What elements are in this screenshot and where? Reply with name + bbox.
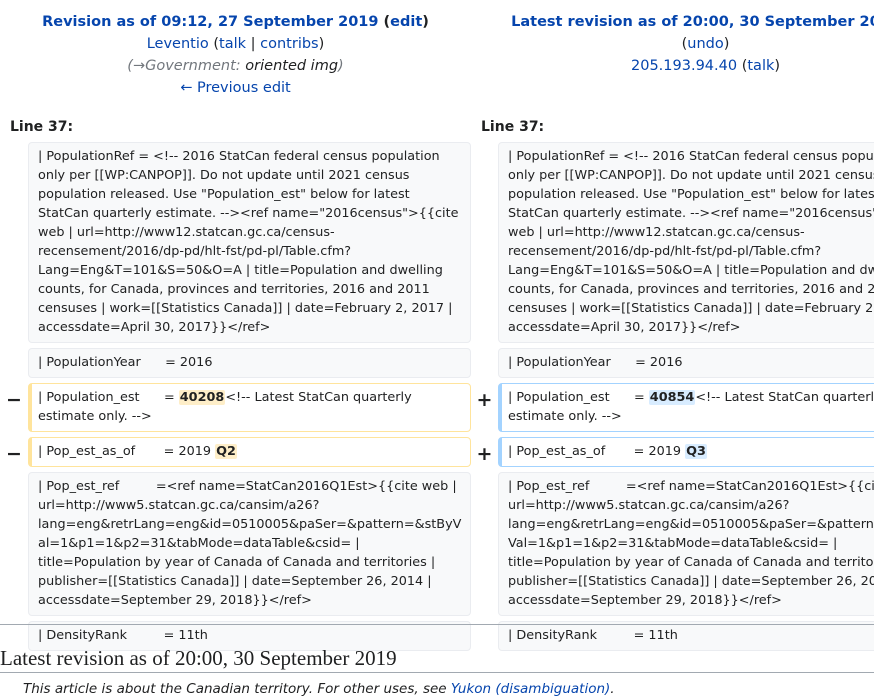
revision-heading: Latest revision as of 20:00, 30 Septembe… <box>0 645 874 673</box>
diff-table: Revision as of 09:12, 27 September 2019 … <box>0 5 874 651</box>
text: ) <box>318 36 325 52</box>
summary-line: (→Government: oriented img) <box>1 55 470 77</box>
line-number-row: Line 37: Line 37: <box>0 105 874 137</box>
line-number: Line 37: <box>481 119 545 135</box>
diff-row: | DensityRank = 11th | DensityRank = 11th <box>0 621 874 651</box>
text: | DensityRank = 11th <box>38 628 208 643</box>
context-line: | PopulationRef = <!-- 2016 StatCan fede… <box>498 142 874 343</box>
diff-marker <box>471 472 498 616</box>
context-line: | DensityRank = 11th <box>498 621 874 651</box>
text: . <box>610 681 615 697</box>
diff-row: | PopulationYear = 2016 | PopulationYear … <box>0 348 874 378</box>
title-line: Revision as of 09:12, 27 September 2019 … <box>1 11 470 33</box>
undo-line: (undo) <box>472 33 874 55</box>
changed-text: Q2 <box>215 444 237 459</box>
diff-body: Revision as of 09:12, 27 September 2019 … <box>0 5 874 651</box>
link[interactable]: Yukon (disambiguation) <box>450 681 611 697</box>
text: | Pop_est_ref =<ref name=StatCan2016Q1Es… <box>508 479 874 608</box>
text: <!-- Latest StatCan quarterly estimate o… <box>508 390 874 424</box>
user-line: 205.193.94.40 (talk) <box>472 55 874 77</box>
context-line: | Pop_est_ref =<ref name=StatCan2016Q1Es… <box>28 472 472 616</box>
text: ( <box>208 36 220 52</box>
diff-marker: + <box>476 443 493 465</box>
text: ( <box>737 58 748 74</box>
text: ) <box>422 14 429 30</box>
text: (→Government: <box>127 58 241 74</box>
line-number: Line 37: <box>10 119 74 135</box>
diff-marker <box>0 142 28 343</box>
text: | Population_est = <box>38 390 179 405</box>
diff-row: | PopulationRef = <!-- 2016 StatCan fede… <box>0 142 874 343</box>
context-line: | PopulationRef = <!-- 2016 StatCan fede… <box>28 142 472 343</box>
link[interactable]: ← Previous edit <box>180 80 291 96</box>
old-revision-header: Revision as of 09:12, 27 September 2019 … <box>0 5 471 100</box>
diff-marker <box>0 348 28 378</box>
diff-marker: − <box>6 443 22 465</box>
context-line: | PopulationYear = 2016 <box>498 348 874 378</box>
title-line: Latest revision as of 20:00, 30 Septembe… <box>472 11 874 33</box>
diff-row: − | Population_est = 40208<!-- Latest Sta… <box>0 383 874 432</box>
diff-header-row: Revision as of 09:12, 27 September 2019 … <box>0 5 874 100</box>
hatnote: This article is about the Canadian terri… <box>23 680 615 698</box>
link[interactable]: 205.193.94.40 <box>631 58 738 74</box>
changed-text: 40854 <box>648 390 696 405</box>
deleted-line: | Pop_est_as_of = 2019 Q2 <box>28 437 472 467</box>
context-line: | Pop_est_ref =<ref name=StatCan2016Q1Es… <box>498 472 874 616</box>
diff-marker <box>471 142 498 343</box>
link[interactable]: Revision as of 09:12, 27 September 2019 <box>42 14 379 30</box>
link[interactable]: talk <box>219 36 247 52</box>
link[interactable]: undo <box>687 36 724 52</box>
diff-row: − | Pop_est_as_of = 2019 Q2 + | Pop_est_as_… <box>0 437 874 467</box>
user-line: Leventio (talk | contribs) <box>1 33 470 55</box>
link[interactable]: contribs <box>260 36 319 52</box>
text: | DensityRank = 11th <box>508 628 678 643</box>
text: This article is about the Canadian terri… <box>23 681 451 697</box>
diff-marker <box>471 348 498 378</box>
added-line: | Population_est = 40854<!-- Latest Stat… <box>498 383 874 432</box>
link[interactable]: Leventio <box>146 36 209 52</box>
link[interactable]: talk <box>747 58 775 74</box>
diff-marker <box>0 472 28 616</box>
diff-marker: − <box>6 389 22 411</box>
separator <box>0 624 874 625</box>
text: | Population_est = <box>508 390 649 405</box>
text: | PopulationYear = 2016 <box>508 355 683 370</box>
text: | <box>246 36 261 52</box>
text: | Pop_est_as_of = 2019 <box>38 444 216 459</box>
nav-line: ← Previous edit <box>1 77 470 99</box>
deleted-line: | Population_est = 40208<!-- Latest Stat… <box>28 383 472 432</box>
text: oriented img <box>240 58 339 74</box>
diff-row: | Pop_est_ref =<ref name=StatCan2016Q1Es… <box>0 472 874 616</box>
text: ( <box>378 14 391 30</box>
new-revision-header: Latest revision as of 20:00, 30 Septembe… <box>471 5 874 100</box>
text: | Pop_est_as_of = 2019 <box>508 444 686 459</box>
added-line: | Pop_est_as_of = 2019 Q3 <box>498 437 874 467</box>
text: | Pop_est_ref =<ref name=StatCan2016Q1Es… <box>38 479 462 608</box>
text: ) <box>774 58 781 74</box>
diff-marker: + <box>476 389 493 411</box>
changed-text: 40208 <box>178 390 226 405</box>
link[interactable]: Latest revision as of 20:00, 30 Septembe… <box>511 14 874 30</box>
text: ( <box>681 36 688 52</box>
text: | PopulationYear = 2016 <box>38 355 213 370</box>
text: ) <box>723 36 730 52</box>
text: | PopulationRef = <!-- 2016 StatCan fede… <box>508 149 874 335</box>
context-line: | PopulationYear = 2016 <box>28 348 472 378</box>
link[interactable]: edit <box>390 14 423 30</box>
text: | PopulationRef = <!-- 2016 StatCan fede… <box>38 149 463 335</box>
text: ) <box>338 58 344 74</box>
changed-text: Q3 <box>685 444 707 459</box>
context-line: | DensityRank = 11th <box>28 621 472 651</box>
text: <!-- Latest StatCan quarterly estimate o… <box>38 390 416 424</box>
